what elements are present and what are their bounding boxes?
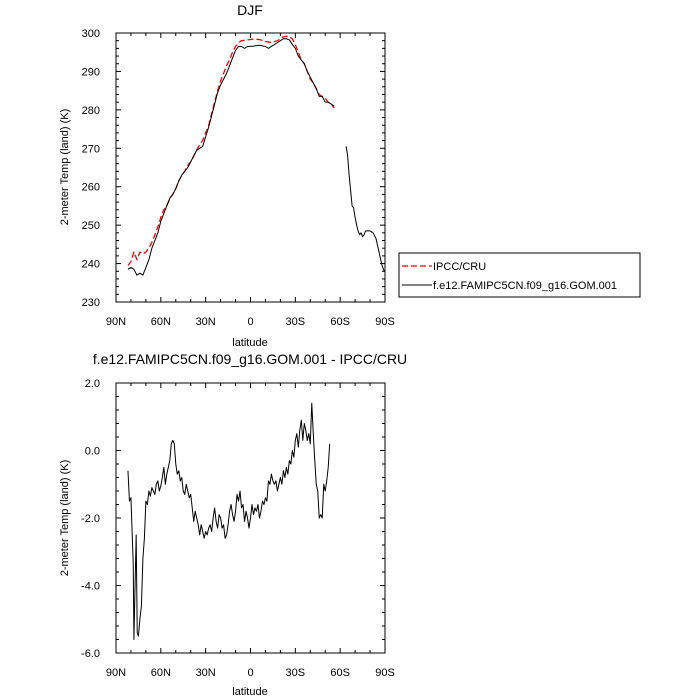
bottom-x-tick-label: 30S <box>286 667 306 679</box>
top-plot-frame <box>115 32 386 303</box>
model-series-line <box>127 38 335 276</box>
top-panel: DJF 90N 60N 30N 0 30S 60S 90S 230 240 250 260 270 28… <box>59 2 395 349</box>
legend-label-model: f.e12.FAMIPC5CN.f09_g16.GOM.001 <box>433 280 617 292</box>
top-series-layer <box>127 35 385 276</box>
top-x-tick-label: 30S <box>286 316 306 328</box>
top-y-tick-label: 260 <box>82 182 100 194</box>
top-y-tick-label: 300 <box>82 28 100 40</box>
bottom-x-tick-label: 90N <box>106 667 126 679</box>
top-y-tick-label: 270 <box>82 143 100 155</box>
top-y-tick-label: 250 <box>82 220 100 232</box>
bottom-y-tick-label: -4.0 <box>81 581 100 593</box>
bottom-y-axis-label: 2-meter Temp (land) (K) <box>59 460 71 577</box>
top-y-tick-label: 230 <box>82 297 100 309</box>
top-y-tick-label: 280 <box>82 105 100 117</box>
bottom-y-tick-label: 0.0 <box>85 446 100 458</box>
bottom-y-tick-label: 2.0 <box>85 378 100 390</box>
top-x-tick-label: 60S <box>330 316 350 328</box>
top-x-axis-label: latitude <box>232 337 267 349</box>
bottom-x-tick-label: 90S <box>375 667 395 679</box>
bottom-x-axis-label: latitude <box>232 686 267 698</box>
bottom-chart-title: f.e12.FAMIPC5CN.f09_g16.GOM.001 - IPCC/C… <box>93 351 407 367</box>
bottom-axis-ticks: 90N 60N 30N 0 30S 60S 90S -6.0 -4.0 -2.0 0.0 2.0 <box>81 378 395 679</box>
top-axis-ticks: 90N 60N 30N 0 30S 60S 90S 230 240 250 260 270 280 290… <box>82 28 395 328</box>
bottom-y-tick-label: -6.0 <box>81 648 100 660</box>
top-x-tick-label: 90N <box>106 316 126 328</box>
model-series-line <box>345 146 385 272</box>
top-chart-title: DJF <box>237 2 263 18</box>
ipcc-cru-series-line <box>127 35 335 266</box>
legend-box <box>398 252 641 298</box>
top-y-tick-label: 290 <box>82 66 100 78</box>
top-y-axis-label: 2-meter Temp (land) (K) <box>59 109 71 226</box>
top-x-tick-label: 0 <box>247 316 253 328</box>
top-y-tick-label: 240 <box>82 259 100 271</box>
difference-series-line <box>127 402 331 640</box>
legend-label-ipcc-cru: IPCC/CRU <box>433 261 486 273</box>
bottom-x-tick-label: 30N <box>196 667 216 679</box>
bottom-x-tick-label: 60N <box>151 667 171 679</box>
bottom-panel: f.e12.FAMIPC5CN.f09_g16.GOM.001 - IPCC/C… <box>59 351 407 698</box>
bottom-x-tick-label: 0 <box>247 667 253 679</box>
top-x-tick-label: 90S <box>375 316 395 328</box>
bottom-x-tick-label: 60S <box>330 667 350 679</box>
top-x-tick-label: 30N <box>196 316 216 328</box>
bottom-y-tick-label: -2.0 <box>81 513 100 525</box>
bottom-series-layer <box>127 402 331 640</box>
top-x-tick-label: 60N <box>151 316 171 328</box>
legend: IPCC/CRU f.e12.FAMIPC5CN.f09_g16.GOM.001 <box>398 252 641 298</box>
